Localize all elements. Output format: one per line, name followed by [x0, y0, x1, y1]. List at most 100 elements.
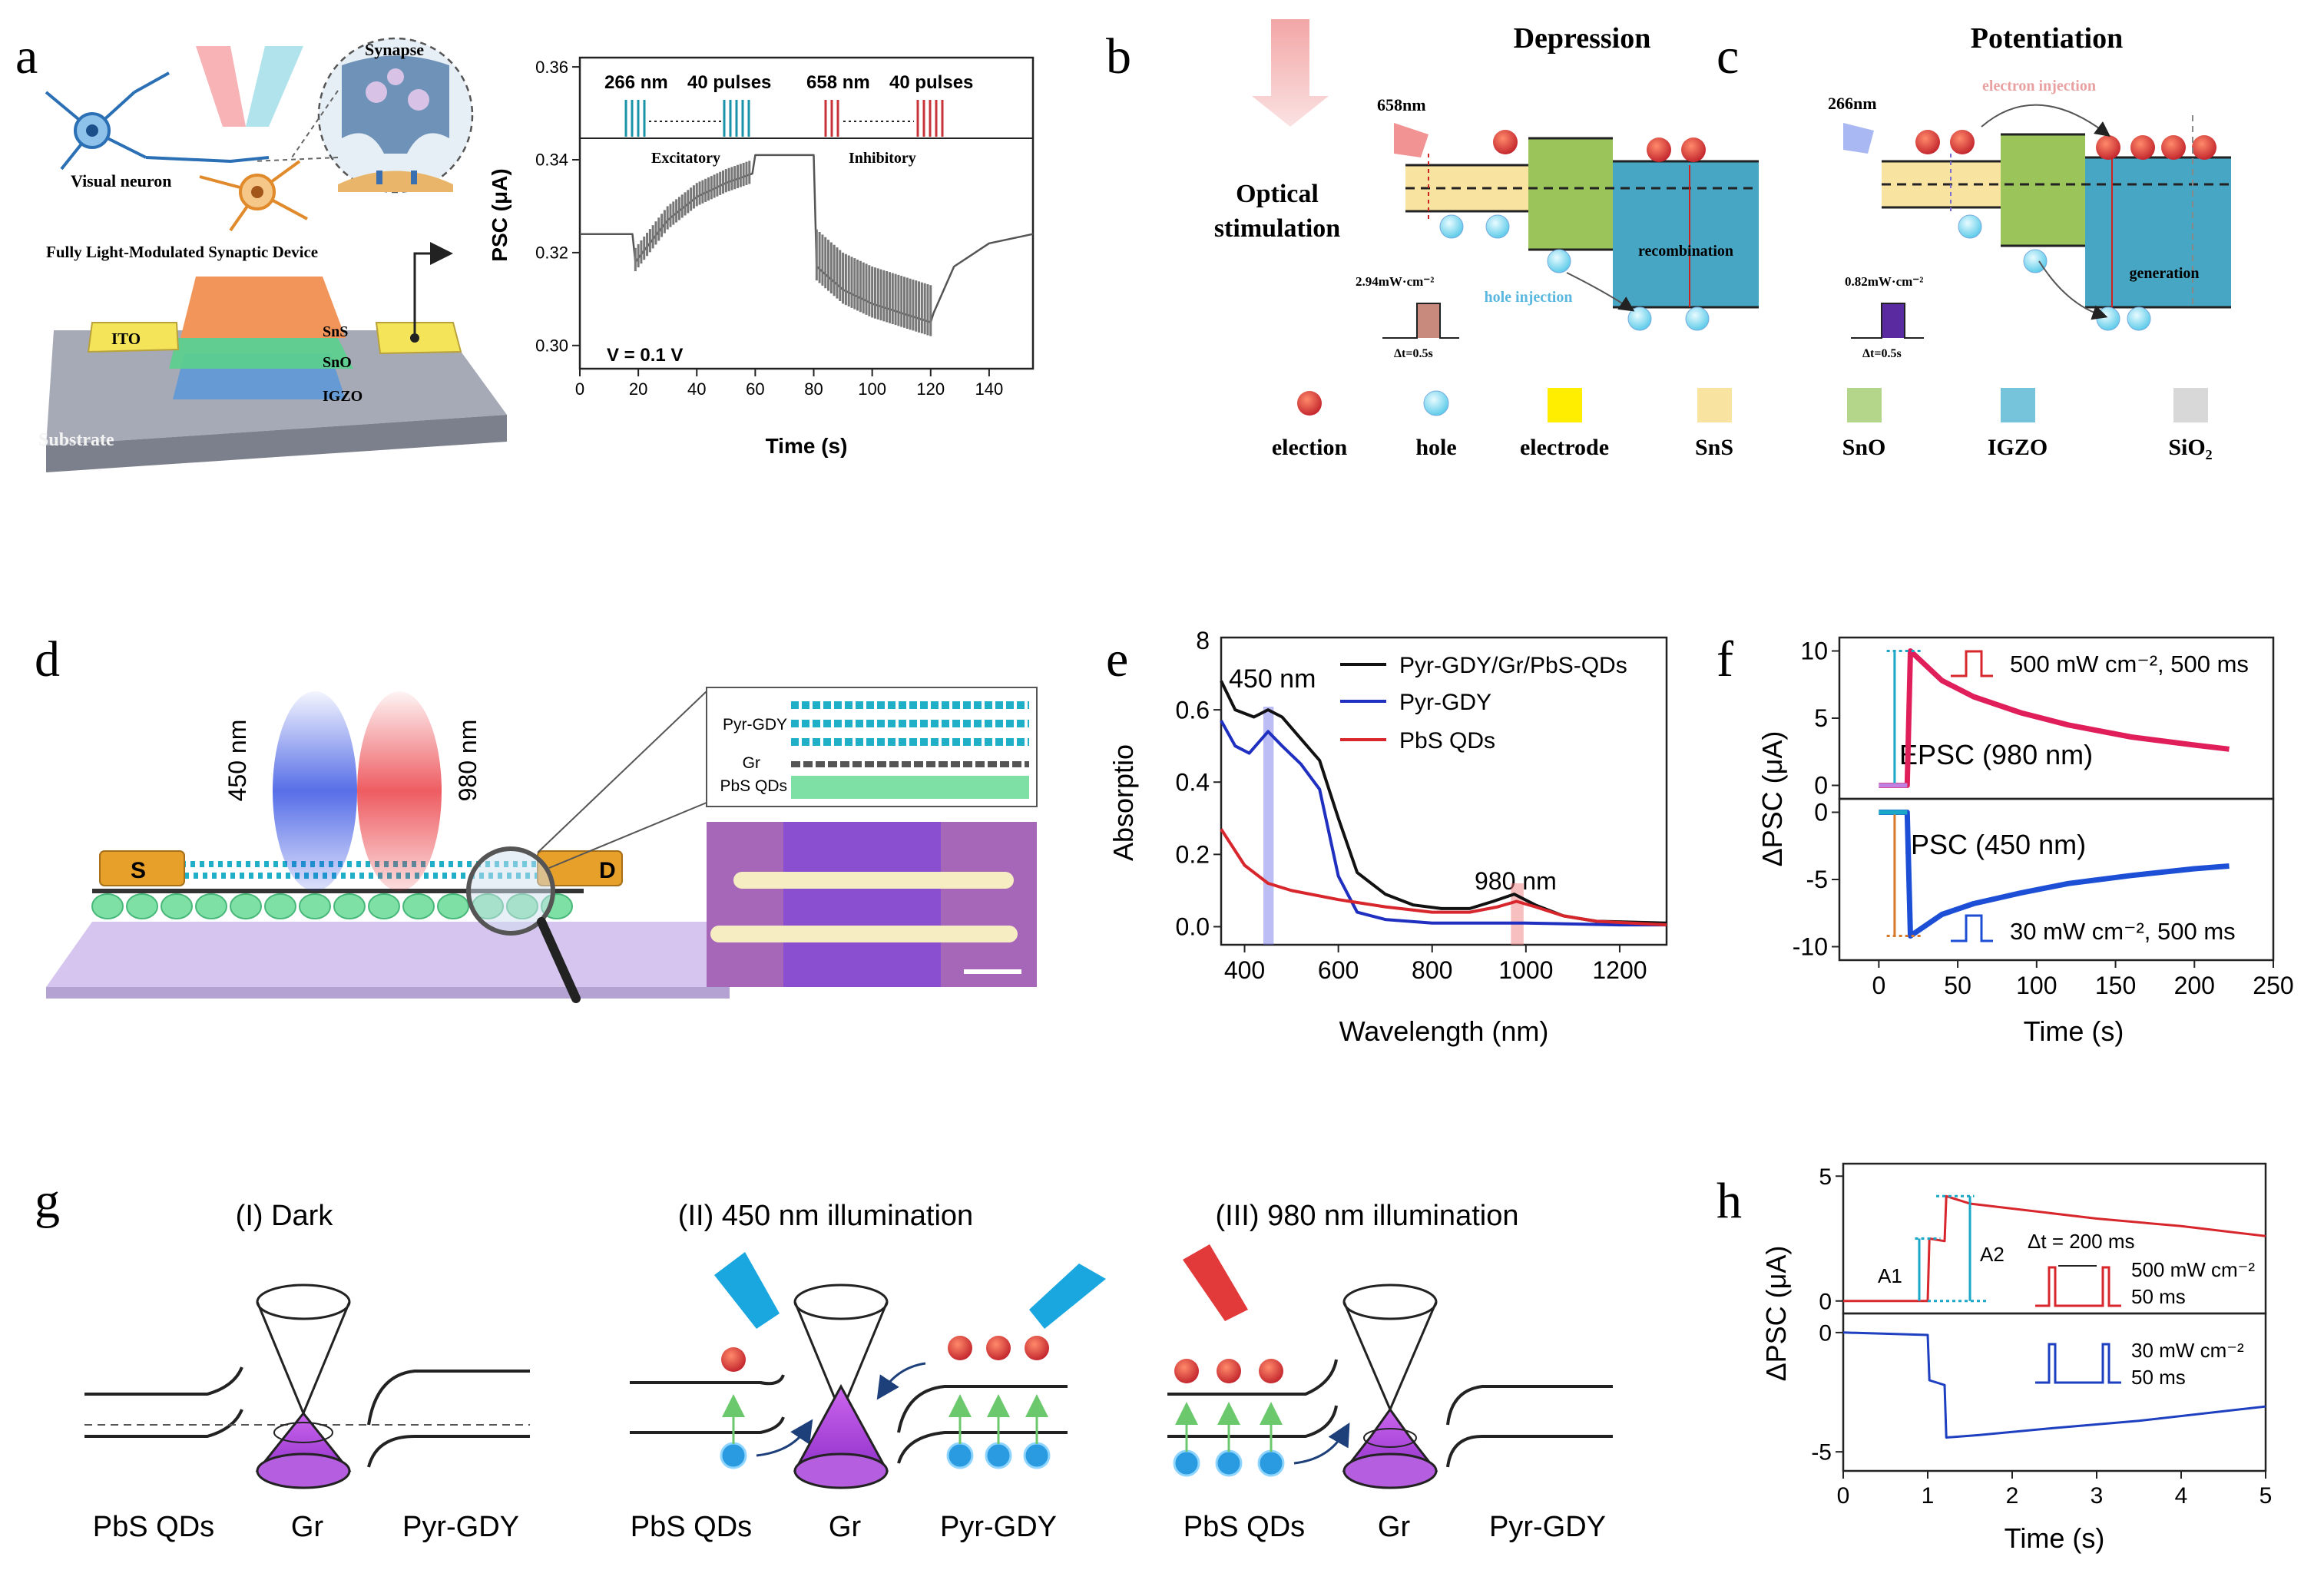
- red-beam: [196, 46, 246, 127]
- chart-f-bottom-ytick-label: -5: [1806, 866, 1828, 893]
- inset-pyr-gdy: [791, 701, 1029, 746]
- panel-letter-a: a: [15, 28, 38, 84]
- sno-band: [2001, 134, 2085, 246]
- chart-h-xtick-label: 0: [1837, 1483, 1850, 1509]
- chart-a-xtick-label: 80: [804, 379, 823, 399]
- red-light-icon: [1394, 123, 1428, 157]
- chart-f-ipsc-label: IPSC (450 nm): [1903, 829, 2086, 860]
- chart-e-series-2: [1220, 828, 1667, 927]
- chart-f-bottom-pulse: 30 mW cm⁻², 500 ms: [2010, 918, 2236, 945]
- iii-pyr-cb: [1446, 1385, 1613, 1426]
- legend-electron-icon: [1297, 391, 1322, 416]
- chart-e-series-0: [1220, 680, 1667, 925]
- panel-f-chart: Time (s) ΔPSC (μA) EPSC (980 nm) IPSC (4…: [1756, 636, 2294, 1047]
- panel-a-illustration: Visual neuron Synapse Fully Light-Modula…: [38, 37, 507, 472]
- legend-hole-label: hole: [1415, 435, 1456, 460]
- synapse-label: Synapse: [365, 40, 424, 59]
- legend-electron-label: election: [1272, 435, 1348, 460]
- micrograph-electrode: [710, 926, 1018, 942]
- hole-dot: [1685, 306, 1710, 331]
- chart-a-ytick-label: 0.34: [535, 151, 568, 170]
- chart-e-xtick-label: 600: [1318, 956, 1359, 984]
- inset-gr-label: Gr: [743, 754, 760, 772]
- receptor: [411, 171, 417, 184]
- hole-transfer-arrow: [1293, 1422, 1350, 1465]
- legend-sno-swatch: [1847, 388, 1882, 422]
- dark-pyr-vb: [367, 1435, 530, 1468]
- chart-f-red-pulse-icon: [1951, 650, 1993, 677]
- potentiation-title: Potentiation: [1971, 22, 2123, 55]
- chart-h-top-duration: 50 ms: [2131, 1285, 2186, 1308]
- electron-dot: [2130, 135, 2155, 160]
- chart-f-bottom-ytick-label: -10: [1793, 933, 1828, 961]
- sno-label: SnO: [323, 354, 352, 371]
- panel-c-illustration: Potentiation 266nm electron injection ge…: [1828, 22, 2231, 360]
- substrate-plate: [46, 922, 783, 987]
- panel-letter-d: d: [35, 631, 60, 687]
- chart-e-highlight-450: [1263, 707, 1274, 945]
- panel-g-title-dark: (I) Dark: [236, 1200, 334, 1232]
- chart-a-xtick-label: 100: [858, 379, 886, 399]
- presynaptic-terminal: [342, 55, 449, 154]
- ii-label-pbs: PbS QDs: [631, 1511, 752, 1543]
- zoom-line: [291, 90, 339, 158]
- igzo-label: IGZO: [323, 388, 363, 405]
- chart-h-xtick-label: 5: [2259, 1483, 2273, 1509]
- chart-f-epsc-trace: [1879, 648, 2230, 788]
- panel-letter-f: f: [1717, 631, 1733, 687]
- chart-a-xtick-label: 0: [575, 379, 584, 399]
- dirac-cone-top: [793, 1283, 889, 1320]
- chart-a-excitatory: Excitatory: [651, 150, 720, 167]
- cyan-beam: [246, 46, 303, 127]
- panel-letter-h: h: [1717, 1173, 1742, 1229]
- red-beam: [357, 691, 442, 891]
- hole-arrow: [2038, 260, 2108, 320]
- chart-f-xtick-label: 0: [1872, 972, 1885, 999]
- panel-g-illustration: (I) Dark (II) 450 nm illumination (III) …: [84, 1200, 1613, 1543]
- ito-label: ITO: [111, 330, 141, 348]
- chart-a-xtick-label: 40: [687, 379, 706, 399]
- electron-dot: [1681, 137, 1706, 162]
- legend-sno-label: SnO: [1842, 435, 1886, 460]
- iii-pbs-cb: [1167, 1359, 1338, 1396]
- drain-label: D: [599, 858, 616, 883]
- chart-f-top-ytick-label: 0: [1814, 772, 1828, 800]
- chart-a-ytick-label: 0.32: [535, 243, 568, 263]
- ii-pbs-vb: [630, 1416, 785, 1434]
- magnifier-handle: [537, 917, 581, 1003]
- legend-sns-swatch: [1697, 388, 1732, 422]
- neuron-nucleus: [86, 124, 98, 137]
- chart-a-inhibitory: Inhibitory: [849, 150, 916, 167]
- electron-dot: [2192, 135, 2216, 160]
- legend-sio2-label: SiO₂: [2168, 435, 2212, 460]
- dirac-cone-top: [256, 1283, 351, 1320]
- chart-e-ytick-label: 0.4: [1176, 768, 1210, 796]
- chart-h-ylabel: ΔPSC (μA): [1760, 1246, 1792, 1382]
- panel-letter-c: c: [1717, 28, 1739, 84]
- panel-g-title-980: (III) 980 nm illumination: [1216, 1200, 1519, 1232]
- hole-dot: [2127, 306, 2151, 331]
- legend-label-pbs: PbS QDs: [1399, 728, 1495, 754]
- electron-dot: [1174, 1359, 1199, 1383]
- substrate-label: Substrate: [38, 430, 114, 450]
- chart-h-bottom-frame: [1842, 1312, 2267, 1472]
- vesicle: [366, 81, 387, 103]
- chart-h-bottom-ytick-label: 0: [1819, 1320, 1832, 1346]
- chart-e-highlight-980: [1511, 883, 1524, 945]
- substrate-edge: [46, 987, 730, 999]
- chart-h-top-power: 500 mW cm⁻²: [2131, 1258, 2255, 1281]
- electron-dot: [1647, 137, 1671, 162]
- legend-igzo-swatch: [2001, 388, 2035, 422]
- chart-a-excite-pulses: 40 pulses: [687, 72, 771, 93]
- chart-a-xlabel: Time (s): [766, 434, 848, 458]
- hole-dot: [1627, 306, 1652, 331]
- chart-h-blue-pulses-icon: [2035, 1343, 2121, 1384]
- panel-a-chart: Time (s) PSC (μA) V = 0.1 V Excitatory I…: [488, 56, 1035, 458]
- chart-a-excite-wavelength: 266 nm: [604, 72, 668, 93]
- label-450nm: 450 nm: [223, 720, 251, 802]
- chart-h-top-trace: [1843, 1194, 2266, 1303]
- chart-a-xtick-label: 60: [746, 379, 764, 399]
- electron-dot: [721, 1347, 746, 1372]
- chart-h-bottom-trace: [1842, 1331, 2266, 1439]
- chart-h-bottom-power: 30 mW cm⁻²: [2131, 1339, 2244, 1362]
